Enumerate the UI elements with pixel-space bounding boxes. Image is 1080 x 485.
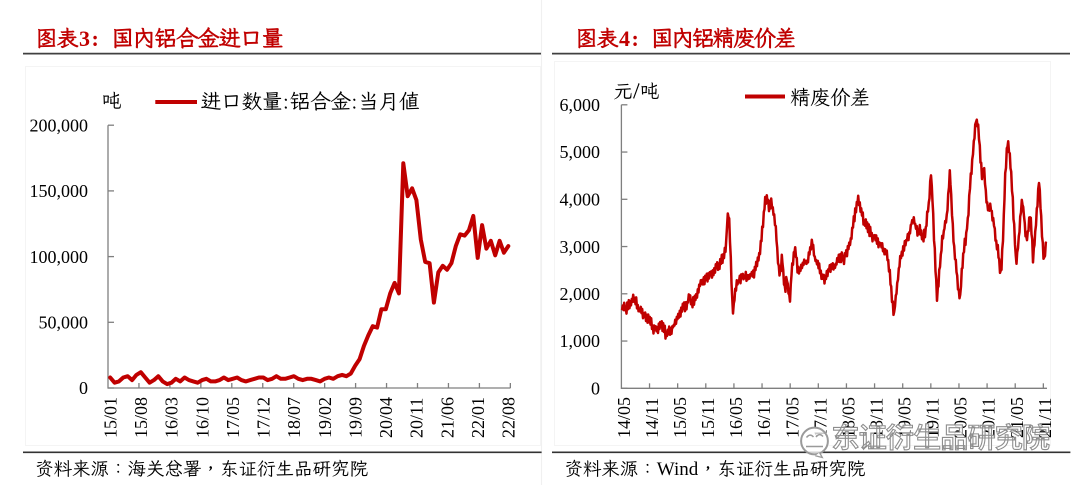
svg-text:14/11: 14/11 <box>642 398 662 438</box>
svg-text:16/05: 16/05 <box>726 397 746 438</box>
svg-text:150,000: 150,000 <box>30 181 89 201</box>
svg-text:1,000: 1,000 <box>560 331 601 351</box>
svg-text:15/08: 15/08 <box>131 397 151 438</box>
svg-text:18/07: 18/07 <box>284 397 304 438</box>
svg-text::: : <box>632 26 639 51</box>
svg-text:17/12: 17/12 <box>254 397 274 438</box>
svg-text:4,000: 4,000 <box>560 190 601 210</box>
svg-text:0: 0 <box>591 379 600 399</box>
svg-text:17/05: 17/05 <box>223 397 243 438</box>
svg-text:20/11: 20/11 <box>407 398 427 438</box>
svg-text:17/05: 17/05 <box>782 397 802 438</box>
svg-text:15/11: 15/11 <box>698 398 718 438</box>
svg-text:0: 0 <box>79 378 88 398</box>
svg-text:200,000: 200,000 <box>30 115 89 135</box>
svg-text:2,000: 2,000 <box>560 284 601 304</box>
svg-text:Wind: Wind <box>657 459 699 480</box>
svg-text:20/04: 20/04 <box>376 397 396 438</box>
svg-text:5,000: 5,000 <box>560 142 601 162</box>
svg-text:16/03: 16/03 <box>162 397 182 438</box>
svg-text:19/02: 19/02 <box>315 397 335 438</box>
svg-text:14/05: 14/05 <box>614 397 634 438</box>
svg-text:22/08: 22/08 <box>499 397 519 438</box>
svg-text:50,000: 50,000 <box>39 313 89 333</box>
svg-text:3,000: 3,000 <box>560 237 601 257</box>
svg-text:16/10: 16/10 <box>192 397 212 438</box>
svg-text:15/05: 15/05 <box>670 397 690 438</box>
svg-text:19/05: 19/05 <box>895 397 915 438</box>
svg-text:16/11: 16/11 <box>754 398 774 438</box>
svg-text:21/06: 21/06 <box>437 397 457 438</box>
svg-text:22/01: 22/01 <box>468 397 488 438</box>
svg-text:4: 4 <box>619 26 630 51</box>
svg-text:100,000: 100,000 <box>30 247 89 267</box>
svg-text::: : <box>92 26 99 51</box>
svg-text:19/09: 19/09 <box>345 397 365 438</box>
svg-text:6,000: 6,000 <box>560 95 601 115</box>
svg-text:3: 3 <box>79 26 90 51</box>
svg-text:15/01: 15/01 <box>100 397 120 438</box>
